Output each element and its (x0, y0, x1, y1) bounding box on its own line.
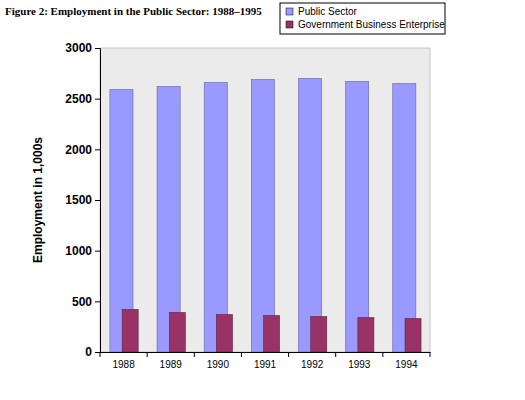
tick: 1500 (65, 193, 100, 207)
tick-mark (95, 352, 100, 353)
tick: 1989 (160, 359, 183, 370)
y-axis-title: Employment in 1,000s (31, 137, 45, 263)
category-divider (335, 352, 336, 357)
tick: 500 (72, 295, 100, 309)
series-bars (122, 309, 421, 352)
legend: Public Sector Government Business Enterpr… (280, 3, 445, 34)
tick-label: 1992 (301, 359, 324, 370)
bars (110, 78, 421, 352)
bar (169, 312, 185, 352)
bar (393, 83, 416, 352)
chart: 0 500 1000 1500 2000 2500 3000 1988 1989 1990 1991… (0, 0, 525, 400)
bar (251, 79, 274, 352)
tick-label: 1989 (160, 359, 183, 370)
legend-label: Government Business Enterprise (298, 19, 445, 30)
category-dividers (100, 352, 430, 357)
tick: 1990 (207, 359, 230, 370)
tick-label: 0 (85, 345, 92, 359)
tick-mark (95, 149, 100, 150)
tick-label: 3000 (65, 41, 92, 55)
legend-swatch (286, 21, 293, 28)
tick: 0 (85, 345, 100, 359)
tick-label: 1500 (65, 193, 92, 207)
tick-label: 1990 (207, 359, 230, 370)
tick-mark (95, 251, 100, 252)
category-divider (100, 352, 101, 357)
category-divider (194, 352, 195, 357)
tick: 1991 (254, 359, 277, 370)
tick-mark (95, 99, 100, 100)
series-bars (110, 78, 416, 352)
tick-label: 1988 (112, 359, 135, 370)
bar (311, 317, 327, 352)
legend-box (280, 3, 445, 34)
tick: 1988 (112, 359, 135, 370)
y-axis: 0 500 1000 1500 2000 2500 3000 (65, 41, 100, 359)
tick: 2500 (65, 92, 100, 106)
x-axis: 1988 1989 1990 1991 1992 1993 1994 (101, 353, 431, 371)
tick-label: 500 (72, 295, 92, 309)
tick: 1000 (65, 244, 100, 258)
tick-mark (95, 200, 100, 201)
bar (405, 319, 421, 352)
category-divider (241, 352, 242, 357)
bar (264, 316, 280, 352)
category-divider (382, 352, 383, 357)
bar (346, 81, 369, 352)
tick-label: 2500 (65, 92, 92, 106)
legend-swatch (286, 8, 293, 15)
tick: 3000 (65, 41, 100, 55)
axis-line (95, 49, 101, 353)
tick-label: 1991 (254, 359, 277, 370)
category-divider (430, 352, 431, 357)
bar (358, 318, 374, 352)
tick-label: 1993 (348, 359, 371, 370)
tick-label: 1994 (395, 359, 418, 370)
bar (122, 309, 138, 352)
tick-label: 2000 (65, 143, 92, 157)
bar (204, 82, 227, 352)
tick: 1992 (301, 359, 324, 370)
bar (216, 315, 232, 352)
bar (157, 87, 180, 352)
bar (298, 78, 321, 352)
tick: 1993 (348, 359, 371, 370)
category-divider (288, 352, 289, 357)
axis-line (101, 352, 431, 353)
tick-mark (95, 301, 100, 302)
title: Figure 2: Employment in the Public Secto… (5, 5, 262, 17)
plot-area (100, 48, 430, 352)
tick: 2000 (65, 143, 100, 157)
tick: 1994 (395, 359, 418, 370)
category-divider (147, 352, 148, 357)
tick-mark (95, 48, 100, 49)
legend-label: Public Sector (298, 6, 358, 17)
tick-label: 1000 (65, 244, 92, 258)
